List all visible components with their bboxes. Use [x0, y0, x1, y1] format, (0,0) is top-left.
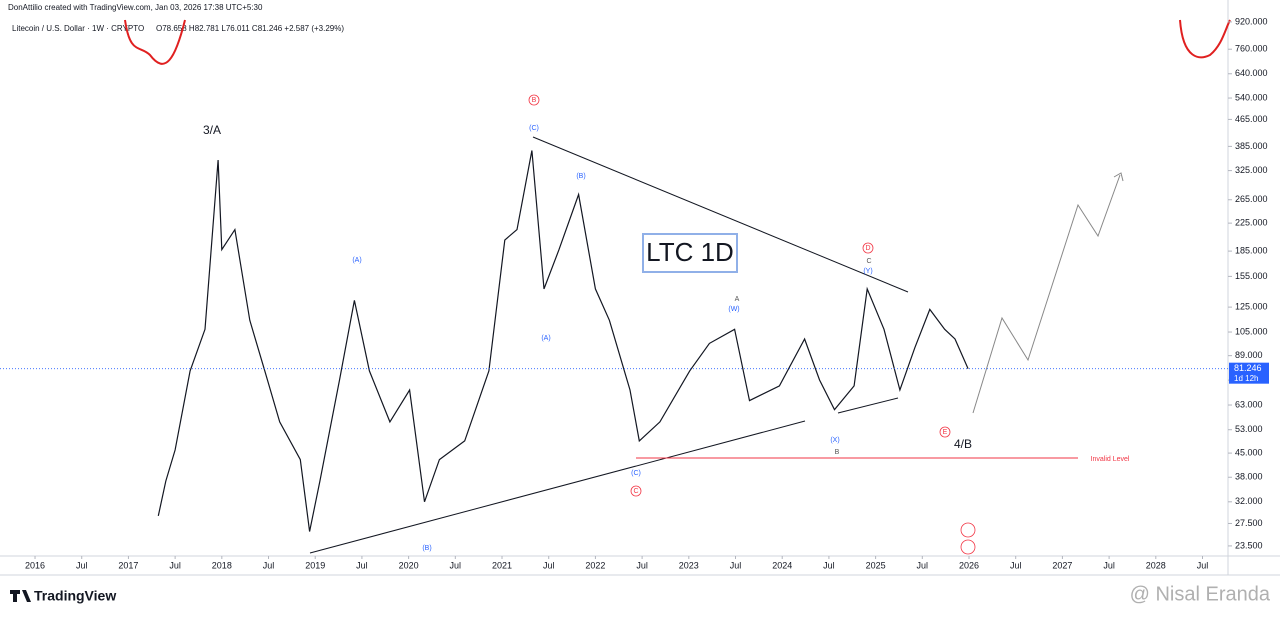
x-tick-label: Jul [1103, 560, 1115, 570]
annotations: 3/A (A) (B) (C) B (B) (A) (C) C A (W) (X… [203, 97, 1130, 552]
x-tick-label: 2025 [866, 560, 886, 570]
drawings [124, 19, 1231, 555]
annotation: (B) [422, 545, 431, 552]
annotation: C [633, 488, 638, 495]
y-tick-label: 465.000 [1235, 114, 1268, 124]
annotation: B [835, 449, 840, 456]
annotation: D [865, 245, 870, 252]
chart-title: LTC 1D [646, 237, 734, 267]
x-tick-label: 2027 [1052, 560, 1072, 570]
trendline [837, 397, 899, 414]
x-tick-label: Jul [543, 560, 555, 570]
annotation: 4/B [954, 437, 972, 451]
annotation: (C) [529, 125, 539, 132]
symbol: Litecoin / U.S. Dollar · 1W · CRYPTO [12, 24, 144, 33]
y-tick-label: 53.000 [1235, 424, 1263, 434]
x-tick-label: Jul [169, 560, 181, 570]
x-tick-label: 2028 [1146, 560, 1166, 570]
y-tick-label: 760.000 [1235, 44, 1268, 54]
annotation: (W) [728, 306, 739, 313]
x-tick-label: Jul [1010, 560, 1022, 570]
y-tick-label: 325.000 [1235, 165, 1268, 175]
y-tick-label: 540.000 [1235, 92, 1268, 102]
x-tick-label: Jul [636, 560, 648, 570]
annotation: A [735, 296, 740, 303]
circles [528, 94, 976, 555]
x-tick-label: 2016 [25, 560, 45, 570]
y-tick-label: 63.000 [1235, 399, 1263, 409]
x-tick-label: 2023 [679, 560, 699, 570]
trendline [309, 420, 806, 554]
y-tick-label: 23.500 [1235, 540, 1263, 550]
y-tick-label: 385.000 [1235, 141, 1268, 151]
annotation: (Y) [863, 268, 872, 275]
x-tick-label: Jul [450, 560, 462, 570]
annotation: (X) [830, 437, 839, 444]
y-tick-label: 155.000 [1235, 271, 1268, 281]
doodle [124, 19, 186, 65]
y-tick-label: 27.500 [1235, 518, 1263, 528]
y-tick-label: 265.000 [1235, 194, 1268, 204]
y-tick-label: 640.000 [1235, 68, 1268, 78]
doodle [1179, 19, 1231, 59]
y-tick-label: 920.000 [1235, 16, 1268, 26]
projection [972, 174, 1121, 414]
trendline [532, 136, 909, 293]
y-tick-label: 105.000 [1235, 326, 1268, 336]
x-tick-label: 2017 [118, 560, 138, 570]
x-tick-label: Jul [917, 560, 929, 570]
y-tick-label: 38.000 [1235, 472, 1263, 482]
brand-text: TradingView [34, 588, 116, 604]
author-line: DonAttilio created with TradingView.com,… [8, 3, 263, 12]
annotation: (B) [576, 173, 585, 180]
x-tick-label: 2018 [212, 560, 232, 570]
countdown: 1d 12h [1234, 374, 1258, 383]
annotation: E [943, 429, 948, 436]
annotation: Invalid Level [1091, 456, 1130, 463]
watermark: @ Nisal Eranda [1130, 583, 1271, 605]
brand: TradingView [10, 588, 116, 604]
x-tick-label: 2021 [492, 560, 512, 570]
x-tick-label: 2026 [959, 560, 979, 570]
title-box [642, 233, 738, 273]
annotation: B [532, 97, 537, 104]
annotation: C [866, 258, 871, 265]
annotation: (C) [631, 470, 641, 477]
price-line [157, 150, 969, 532]
x-tick-label: 2022 [585, 560, 605, 570]
y-tick-label: 225.000 [1235, 218, 1268, 228]
x-tick-label: Jul [356, 560, 368, 570]
y-tick-label: 32.000 [1235, 496, 1263, 506]
x-tick-label: Jul [76, 560, 88, 570]
arrow-head [1113, 172, 1124, 182]
last-price-tag [1229, 362, 1269, 384]
x-tick-label: Jul [730, 560, 742, 570]
y-tick-label: 45.000 [1235, 447, 1263, 457]
x-tick-label: 2024 [772, 560, 792, 570]
y-tick-label: 89.000 [1235, 350, 1263, 360]
annotation: (A) [352, 257, 361, 264]
x-tick-label: Jul [1197, 560, 1209, 570]
y-tick-label: 185.000 [1235, 245, 1268, 255]
last-price-label: 81.246 [1234, 363, 1262, 373]
x-tick-label: 2020 [399, 560, 419, 570]
annotation: 3/A [203, 123, 221, 137]
x-tick-label: Jul [263, 560, 275, 570]
ohlc: O78.658 H82.781 L76.011 C81.246 +2.587 (… [156, 24, 344, 33]
x-tick-label: Jul [823, 560, 835, 570]
annotation: (A) [541, 335, 550, 342]
x-tick-label: 2019 [305, 560, 325, 570]
y-tick-label: 125.000 [1235, 301, 1268, 311]
